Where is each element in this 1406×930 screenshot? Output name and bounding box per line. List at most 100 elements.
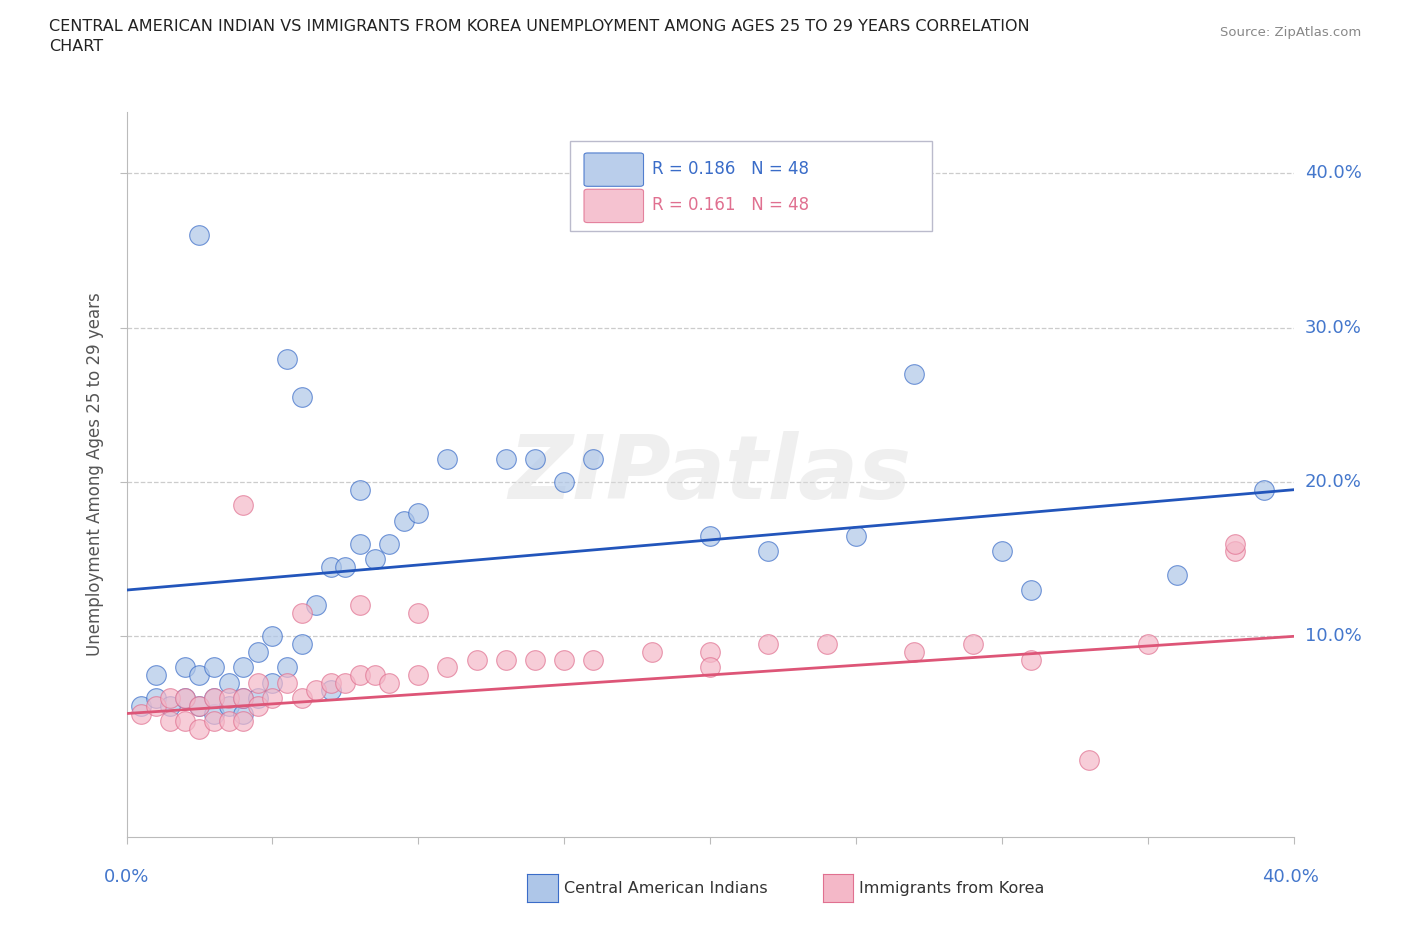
Text: CENTRAL AMERICAN INDIAN VS IMMIGRANTS FROM KOREA UNEMPLOYMENT AMONG AGES 25 TO 2: CENTRAL AMERICAN INDIAN VS IMMIGRANTS FR… — [49, 19, 1029, 33]
Point — [815, 637, 838, 652]
Point — [262, 675, 284, 690]
Point — [363, 668, 385, 683]
Point — [524, 652, 547, 667]
Point — [174, 691, 197, 706]
Point — [159, 698, 181, 713]
Point — [392, 513, 415, 528]
Point — [218, 698, 240, 713]
Point — [218, 691, 240, 706]
Point — [202, 691, 225, 706]
Point — [495, 652, 517, 667]
Point — [218, 675, 240, 690]
Point — [305, 598, 328, 613]
Point — [145, 691, 167, 706]
Point — [276, 352, 298, 366]
Text: 40.0%: 40.0% — [1263, 868, 1319, 885]
Point — [582, 652, 605, 667]
FancyBboxPatch shape — [583, 153, 644, 186]
Point — [290, 605, 312, 620]
Point — [202, 714, 225, 729]
Point — [1019, 652, 1042, 667]
Point — [246, 698, 269, 713]
Point — [232, 659, 254, 674]
Point — [582, 451, 605, 466]
Point — [232, 691, 254, 706]
FancyBboxPatch shape — [569, 140, 932, 232]
Point — [990, 544, 1012, 559]
Point — [408, 605, 430, 620]
Point — [349, 668, 371, 683]
Point — [202, 659, 225, 674]
Point — [290, 637, 312, 652]
Point — [349, 537, 371, 551]
Point — [363, 551, 385, 566]
Point — [699, 528, 721, 543]
Text: 30.0%: 30.0% — [1305, 319, 1361, 337]
Point — [232, 706, 254, 721]
Point — [159, 691, 181, 706]
Point — [174, 714, 197, 729]
Point — [188, 698, 211, 713]
Point — [845, 528, 868, 543]
Point — [335, 560, 357, 575]
Point — [129, 706, 152, 721]
Point — [553, 474, 575, 489]
Point — [1223, 544, 1246, 559]
Point — [1136, 637, 1159, 652]
Point — [349, 483, 371, 498]
Point — [232, 498, 254, 512]
Point — [408, 668, 430, 683]
Text: CHART: CHART — [49, 39, 103, 54]
Point — [246, 644, 269, 659]
Point — [553, 652, 575, 667]
Point — [290, 390, 312, 405]
Point — [246, 691, 269, 706]
Point — [1223, 537, 1246, 551]
Point — [436, 659, 458, 674]
Text: Source: ZipAtlas.com: Source: ZipAtlas.com — [1220, 26, 1361, 39]
Text: Central American Indians: Central American Indians — [564, 881, 768, 896]
Point — [202, 691, 225, 706]
Point — [246, 675, 269, 690]
Point — [436, 451, 458, 466]
Point — [202, 706, 225, 721]
Point — [319, 683, 342, 698]
Point — [188, 228, 211, 243]
Text: 0.0%: 0.0% — [104, 868, 149, 885]
Point — [1253, 483, 1275, 498]
Point — [129, 698, 152, 713]
Point — [319, 675, 342, 690]
Text: ZIPatlas: ZIPatlas — [509, 431, 911, 518]
Point — [262, 691, 284, 706]
Y-axis label: Unemployment Among Ages 25 to 29 years: Unemployment Among Ages 25 to 29 years — [86, 292, 104, 657]
Point — [262, 629, 284, 644]
Text: 40.0%: 40.0% — [1305, 165, 1361, 182]
Point — [188, 668, 211, 683]
Point — [159, 714, 181, 729]
Point — [188, 698, 211, 713]
Point — [640, 644, 664, 659]
Point — [145, 698, 167, 713]
Point — [232, 691, 254, 706]
Point — [319, 560, 342, 575]
Point — [756, 544, 779, 559]
Point — [276, 675, 298, 690]
Text: 10.0%: 10.0% — [1305, 628, 1361, 645]
Point — [465, 652, 488, 667]
Text: R = 0.161   N = 48: R = 0.161 N = 48 — [652, 196, 808, 214]
Text: R = 0.186   N = 48: R = 0.186 N = 48 — [652, 160, 808, 178]
Point — [335, 675, 357, 690]
Point — [378, 675, 401, 690]
Point — [349, 598, 371, 613]
Text: Immigrants from Korea: Immigrants from Korea — [859, 881, 1045, 896]
Point — [408, 505, 430, 520]
Point — [495, 451, 517, 466]
Point — [174, 691, 197, 706]
Point — [699, 644, 721, 659]
Point — [1166, 567, 1188, 582]
Point — [903, 366, 925, 381]
Point — [756, 637, 779, 652]
Point — [378, 537, 401, 551]
Point — [524, 451, 547, 466]
FancyBboxPatch shape — [583, 189, 644, 222]
